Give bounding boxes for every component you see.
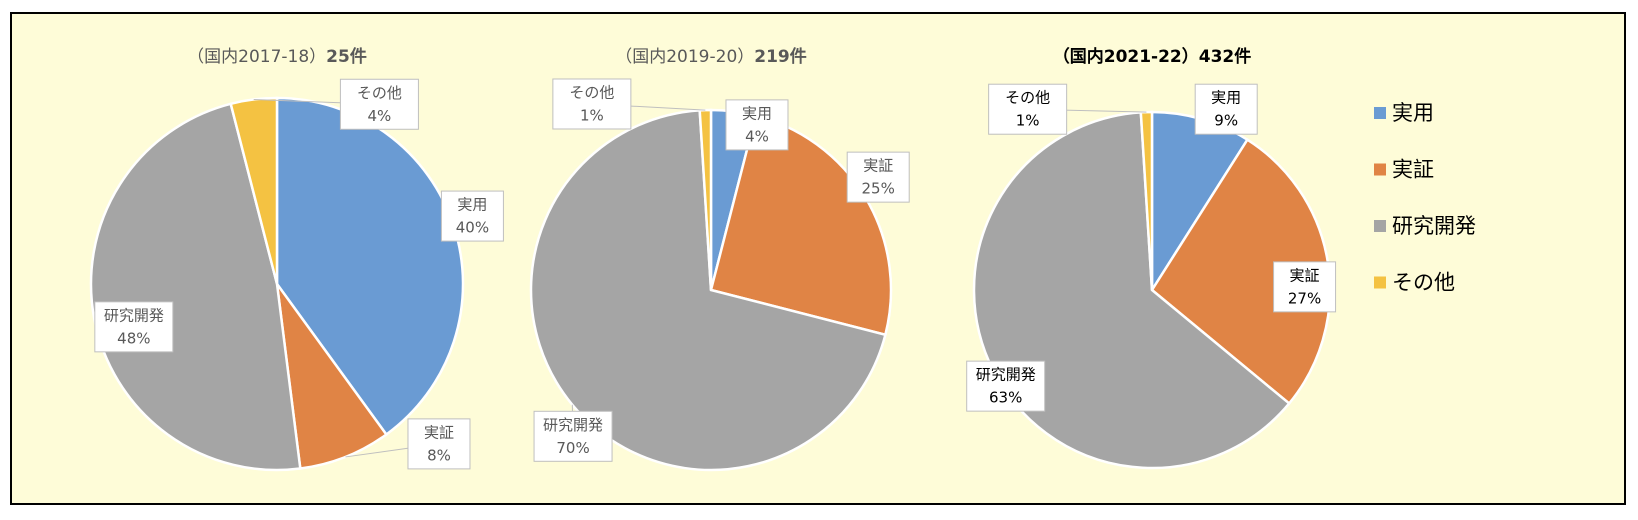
value-label: 70%	[556, 439, 589, 457]
label-box	[533, 410, 613, 462]
pie-slice	[89, 102, 302, 472]
label-box	[440, 190, 504, 242]
value-label: 63%	[989, 389, 1022, 407]
legend-swatch	[1374, 107, 1386, 119]
chart-title: （国内2019-20）219件	[615, 46, 807, 67]
value-label: 9%	[1214, 112, 1238, 130]
category-label: その他	[569, 83, 614, 101]
value-label: 4%	[368, 107, 392, 125]
category-label: 実用	[1211, 89, 1241, 107]
category-label: 実証	[424, 423, 454, 441]
pie-slice	[698, 108, 713, 291]
value-label: 1%	[1016, 112, 1040, 130]
value-label: 1%	[580, 106, 604, 124]
legend-label: 実用	[1392, 101, 1434, 125]
pie-slice	[275, 283, 389, 470]
category-label: 研究開発	[976, 366, 1036, 384]
value-label: 27%	[1288, 289, 1321, 307]
label-box	[552, 78, 632, 130]
title-text: （国内2019-20）	[615, 47, 754, 67]
label-box	[339, 78, 419, 130]
label-box	[846, 151, 910, 203]
value-label: 40%	[456, 219, 489, 237]
category-label: 実用	[742, 104, 772, 122]
value-label: 4%	[745, 127, 769, 145]
category-label: 実証	[863, 157, 893, 175]
value-label: 25%	[862, 180, 895, 198]
title-count: 25件	[326, 46, 367, 67]
legend-label: 実証	[1392, 158, 1434, 182]
category-label: 研究開発	[543, 416, 603, 434]
title-count: 219件	[754, 46, 807, 67]
pie-slice	[529, 109, 887, 472]
legend-swatch	[1374, 163, 1386, 176]
category-label: その他	[1005, 89, 1050, 107]
value-label: 48%	[117, 329, 150, 347]
label-box	[407, 418, 471, 470]
label-box	[966, 360, 1046, 412]
chart-title: （国内2021-22）432件	[1053, 46, 1252, 67]
label-box	[725, 99, 789, 151]
value-label: 8%	[427, 446, 451, 464]
title-text: （国内2021-22）	[1053, 46, 1199, 67]
title-count: 432件	[1199, 46, 1252, 67]
legend-swatch	[1374, 276, 1386, 289]
category-label: その他	[357, 84, 402, 102]
label-box	[94, 301, 174, 353]
category-label: 実証	[1290, 266, 1320, 284]
legend-label: 研究開発	[1392, 214, 1476, 238]
legend-swatch	[1374, 220, 1386, 232]
label-box	[1273, 261, 1337, 313]
chart-title: （国内2017-18）25件	[187, 46, 367, 67]
legend-label: その他	[1392, 271, 1455, 295]
label-box	[988, 83, 1068, 135]
category-label: 実用	[457, 196, 487, 214]
category-label: 研究開発	[104, 306, 164, 324]
title-text: （国内2017-18）	[187, 47, 326, 67]
label-box	[1194, 83, 1258, 135]
